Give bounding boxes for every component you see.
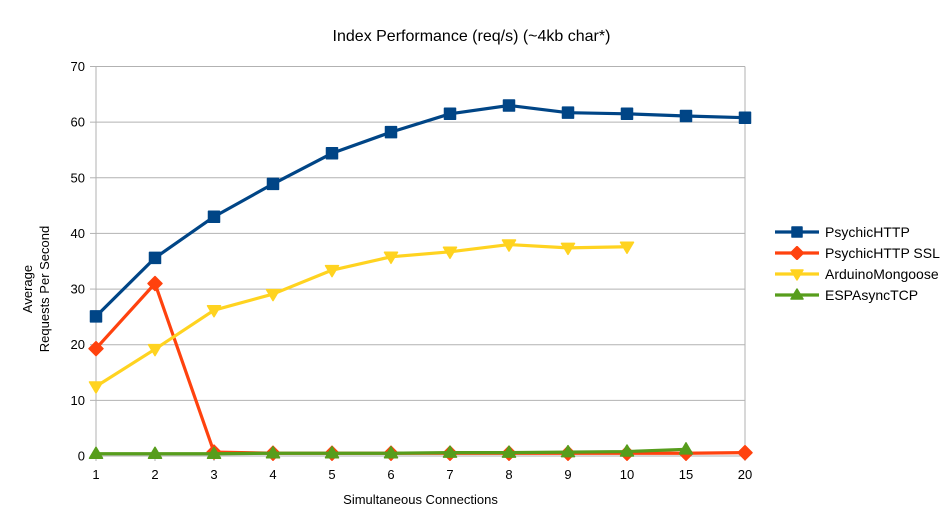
series-line-psychichttp xyxy=(94,103,747,318)
data-point-marker xyxy=(265,288,281,302)
x-tick-label: 15 xyxy=(679,467,693,482)
data-point-marker xyxy=(383,251,399,265)
series-line-arduinomongoose xyxy=(94,242,629,389)
data-point-marker xyxy=(560,242,576,256)
x-tick-label: 20 xyxy=(738,467,752,482)
x-tick-label: 7 xyxy=(446,467,453,482)
legend-marker-arduinomongoose-icon xyxy=(775,269,819,281)
y-tick-label: 40 xyxy=(71,226,85,241)
x-tick-label: 4 xyxy=(269,467,276,482)
y-tick-label: 60 xyxy=(71,115,85,130)
legend: PsychicHTTP PsychicHTTP SSL ArduinoMongo… xyxy=(775,224,940,308)
legend-marker-psychichttp-ssl-icon xyxy=(775,246,819,260)
legend-label: PsychicHTTP SSL xyxy=(825,245,940,261)
data-point-marker xyxy=(265,445,281,459)
legend-item: PsychicHTTP SSL xyxy=(775,245,940,261)
x-tick-label: 1 xyxy=(92,467,99,482)
x-tick-label: 6 xyxy=(387,467,394,482)
x-axis-title: Simultaneous Connections xyxy=(343,492,498,507)
legend-label: ESPAsyncTCP xyxy=(825,287,919,303)
data-point-marker xyxy=(619,444,635,457)
x-tick-label: 3 xyxy=(210,467,217,482)
y-axis-title-line1: Average xyxy=(20,264,35,314)
x-tick-label: 10 xyxy=(620,467,634,482)
y-tick-label: 10 xyxy=(71,393,85,408)
series-line-psychichttp-ssl xyxy=(94,281,747,455)
data-point-marker xyxy=(790,288,804,300)
legend-marker-espasynctcp-icon xyxy=(775,288,819,300)
y-axis-title-line2: Requests Per Second xyxy=(37,225,52,353)
data-point-marker xyxy=(791,226,803,238)
y-tick-label: 70 xyxy=(71,59,85,74)
chart-title: Index Performance (req/s) (~4kb char*) xyxy=(332,28,611,45)
legend-item: ESPAsyncTCP xyxy=(775,287,940,303)
data-point-marker xyxy=(442,246,458,260)
data-point-marker xyxy=(789,246,805,260)
x-tick-label: 5 xyxy=(328,467,335,482)
legend-label: PsychicHTTP xyxy=(825,224,910,240)
data-point-marker xyxy=(442,445,458,458)
y-axis-title: Average Requests Per Second xyxy=(19,89,53,489)
data-point-marker xyxy=(147,446,163,460)
data-point-marker xyxy=(324,264,340,278)
data-point-marker xyxy=(88,381,104,394)
data-point-marker xyxy=(147,343,163,357)
data-point-marker xyxy=(502,99,516,112)
data-point-marker xyxy=(501,445,517,458)
data-point-marker xyxy=(206,304,222,318)
data-point-marker xyxy=(206,446,222,460)
y-tick-label: 0 xyxy=(78,449,85,464)
data-point-marker xyxy=(325,147,339,160)
y-tick-label: 20 xyxy=(71,337,85,352)
x-tick-label: 2 xyxy=(151,467,158,482)
data-point-marker xyxy=(738,111,752,124)
data-point-marker xyxy=(207,210,221,223)
data-point-marker xyxy=(560,444,576,458)
data-point-marker xyxy=(620,107,634,121)
data-point-marker xyxy=(737,444,753,461)
data-point-marker xyxy=(561,106,575,119)
data-point-marker xyxy=(678,442,694,455)
data-point-marker xyxy=(324,445,340,459)
data-point-marker xyxy=(790,269,804,281)
data-point-marker xyxy=(679,109,693,123)
data-point-marker xyxy=(619,241,635,255)
data-point-marker xyxy=(147,275,163,292)
x-tick-label: 9 xyxy=(564,467,571,482)
data-point-marker xyxy=(266,177,280,191)
x-tick-label: 8 xyxy=(505,467,512,482)
legend-item: ArduinoMongoose xyxy=(775,266,940,282)
data-point-marker xyxy=(88,446,104,460)
legend-label: ArduinoMongoose xyxy=(825,266,939,282)
data-point-marker xyxy=(88,340,104,357)
y-tick-label: 30 xyxy=(71,282,85,297)
y-tick-label: 50 xyxy=(71,170,85,185)
legend-item: PsychicHTTP xyxy=(775,224,940,240)
data-point-marker xyxy=(383,445,399,459)
data-point-marker xyxy=(384,125,398,139)
data-point-marker xyxy=(148,251,162,265)
data-point-marker xyxy=(443,107,457,121)
data-point-marker xyxy=(89,310,103,323)
data-point-marker xyxy=(501,239,517,252)
legend-marker-psychichttp-icon xyxy=(775,226,819,238)
